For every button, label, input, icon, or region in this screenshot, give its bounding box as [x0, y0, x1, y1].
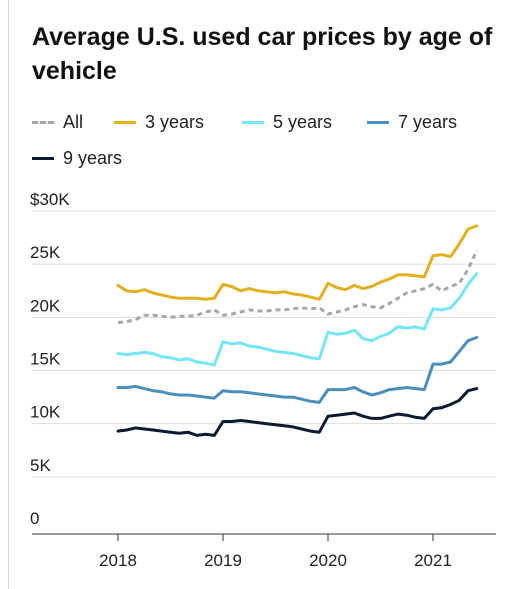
series-line-7-years — [116, 336, 479, 404]
legend-swatch-all — [32, 121, 54, 124]
legend-label-9-years: 9 years — [63, 148, 123, 168]
chart-title: Average U.S. used car prices by age of v… — [32, 23, 493, 85]
y-axis-tick-labels: $30K 25K 20K 15K 10K 5K 0 — [30, 190, 70, 528]
left-border — [8, 0, 9, 589]
series-line-3-years — [116, 224, 479, 301]
y-tick-label: 25K — [30, 243, 61, 262]
series-line-all — [117, 249, 479, 325]
legend-label-5-years: 5 years — [273, 112, 333, 132]
legend-swatch-7-years — [367, 121, 389, 124]
legend-label-7-years: 7 years — [398, 112, 458, 132]
legend-item-3-years: 3 years — [114, 112, 204, 133]
series-lines — [116, 224, 479, 437]
y-tick-label: 20K — [30, 296, 61, 315]
x-tick-label: 2019 — [204, 551, 242, 570]
legend-item-5-years: 5 years — [242, 112, 332, 133]
legend-item-9-years: 9 years — [32, 148, 122, 169]
legend-label-3-years: 3 years — [145, 112, 205, 132]
legend-item-all: All — [32, 112, 83, 133]
x-tick-label: 2021 — [414, 551, 452, 570]
y-tick-label: $30K — [30, 190, 70, 209]
x-tick-label: 2018 — [99, 551, 137, 570]
legend-item-7-years: 7 years — [367, 112, 457, 133]
legend-swatch-3-years — [114, 121, 136, 124]
x-axis: 2018 2019 2020 2021 — [32, 533, 496, 570]
series-line-5-years — [116, 272, 479, 367]
y-tick-label: 0 — [30, 509, 39, 528]
x-tick-label: 2020 — [309, 551, 347, 570]
series-line-9-years — [116, 387, 479, 437]
y-tick-label: 15K — [30, 350, 61, 369]
y-tick-label: 5K — [30, 456, 51, 475]
legend-label-all: All — [63, 112, 84, 132]
grid-lines — [32, 210, 496, 478]
legend-swatch-9-years — [32, 157, 54, 160]
y-tick-label: 10K — [30, 403, 61, 422]
legend-swatch-5-years — [242, 121, 264, 124]
